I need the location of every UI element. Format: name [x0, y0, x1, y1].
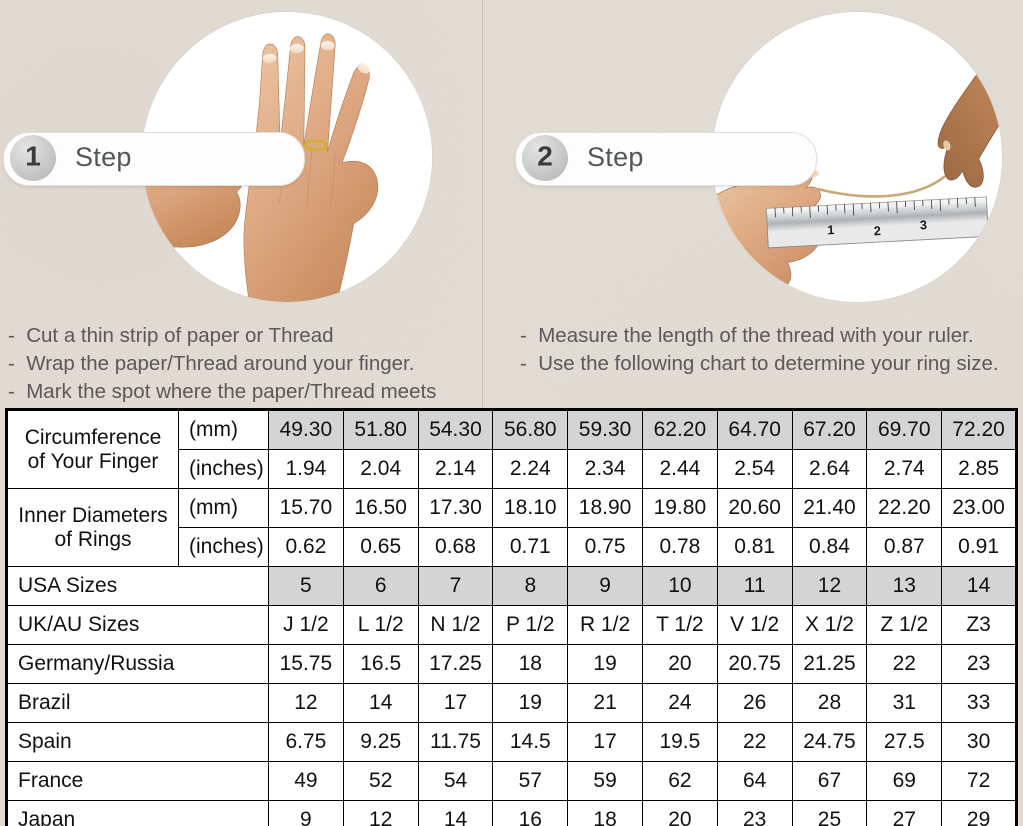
svg-text:2: 2: [873, 223, 881, 238]
svg-text:1: 1: [827, 222, 835, 237]
svg-text:3: 3: [920, 217, 928, 232]
